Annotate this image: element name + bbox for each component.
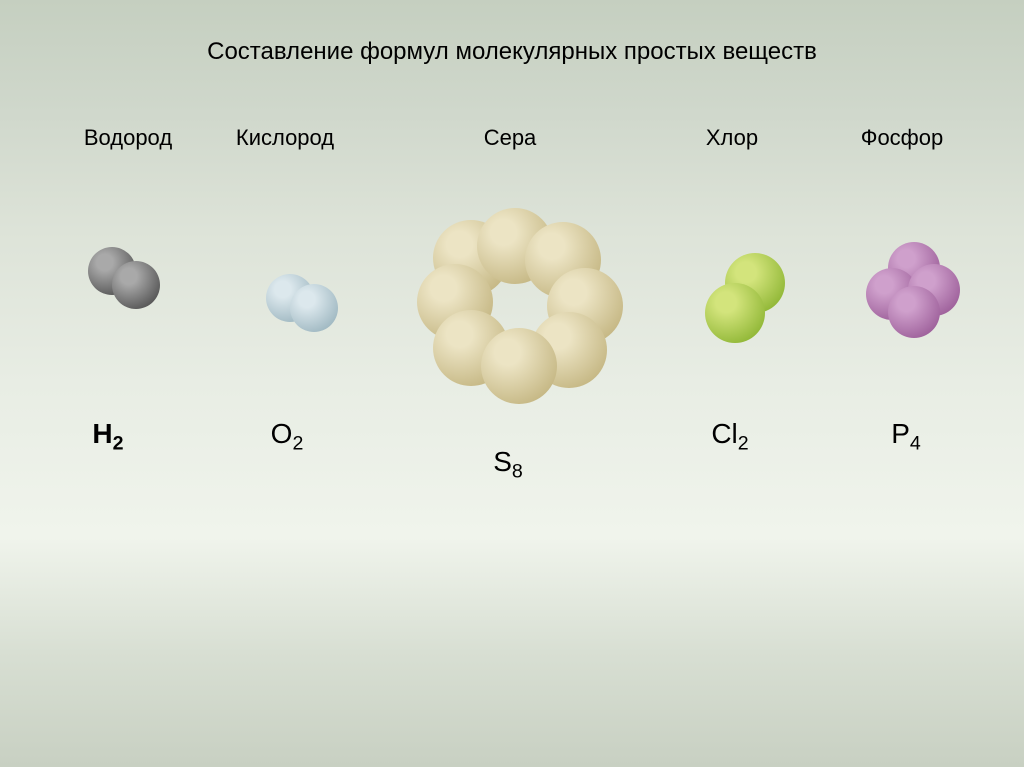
sulfur-atom [481, 328, 557, 404]
hydrogen-molecule [70, 235, 160, 305]
sulfur-molecule [415, 200, 625, 400]
phosphorus-atom [888, 286, 940, 338]
phosphorus-molecule [858, 238, 968, 338]
hydrogen-atom [112, 261, 160, 309]
formula: S8 [458, 446, 558, 484]
oxygen-molecule [250, 260, 340, 330]
element-label: Сера [430, 125, 590, 151]
chlorine-molecule [695, 245, 795, 345]
element-label: Кислород [205, 125, 365, 151]
formula: О2 [237, 418, 337, 456]
element-label: Водород [48, 125, 208, 151]
formula: P4 [856, 418, 956, 456]
page-title: Составление формул молекулярных простых … [0, 38, 1024, 66]
chlorine-atom [705, 283, 765, 343]
element-label: Фосфор [822, 125, 982, 151]
oxygen-atom [290, 284, 338, 332]
formula: Cl2 [680, 418, 780, 456]
element-label: Хлор [652, 125, 812, 151]
formula: Н2 [58, 418, 158, 456]
